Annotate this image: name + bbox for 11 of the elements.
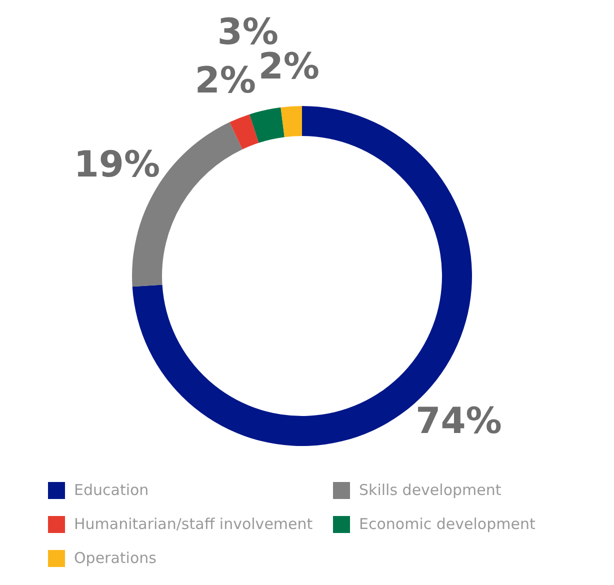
data-label: 2%	[194, 60, 256, 102]
donut-slice	[280, 106, 302, 138]
legend-label: Humanitarian/staff involvement	[74, 515, 313, 534]
data-label: 74%	[416, 401, 502, 442]
legend-label: Operations	[74, 549, 157, 568]
data-label: 19%	[74, 144, 160, 186]
legend-label: Education	[74, 481, 149, 500]
legend-label: Economic development	[359, 515, 536, 534]
donut-slice	[249, 107, 284, 143]
donut-slice	[230, 114, 259, 150]
legend-label: Skills development	[359, 481, 502, 500]
